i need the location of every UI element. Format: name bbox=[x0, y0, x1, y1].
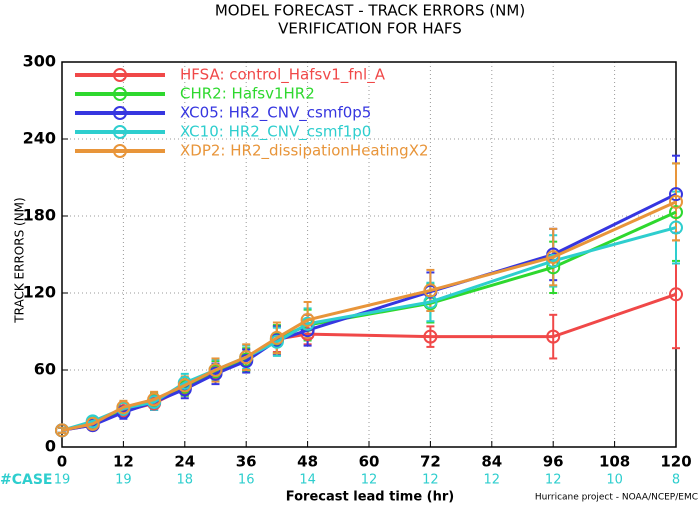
point bbox=[669, 220, 683, 235]
y-tick-label: 60 bbox=[34, 360, 56, 379]
case-count: 18 bbox=[177, 473, 194, 488]
x-tick-label: 12 bbox=[113, 453, 134, 471]
legend-marker bbox=[113, 125, 127, 139]
case-count: 12 bbox=[484, 473, 501, 488]
legend-marker bbox=[113, 87, 127, 101]
point bbox=[669, 194, 683, 209]
point bbox=[177, 378, 192, 393]
legend-label: CHR2: Hafsv1HR2 bbox=[180, 85, 315, 103]
point bbox=[300, 327, 315, 342]
x-tick-label: 48 bbox=[297, 453, 318, 471]
case-count: 12 bbox=[545, 473, 562, 488]
legend-label: XDP2: HR2_dissipationHeatingX2 bbox=[180, 142, 429, 161]
chart-title: MODEL FORECAST - TRACK ERRORS (NM) bbox=[215, 2, 525, 20]
y-axis-label: TRACK ERRORS (NM) bbox=[13, 197, 27, 323]
case-count: 12 bbox=[361, 473, 378, 488]
case-count: 19 bbox=[115, 473, 132, 488]
legend-marker bbox=[113, 106, 127, 120]
legend-label: HFSA: control_Hafsv1_fnl_A bbox=[180, 66, 386, 85]
point bbox=[300, 312, 315, 327]
y-tick-label: 240 bbox=[23, 129, 56, 148]
case-count: 8 bbox=[672, 473, 680, 488]
point bbox=[423, 329, 438, 344]
point bbox=[546, 250, 561, 265]
point bbox=[269, 330, 284, 345]
point bbox=[147, 392, 162, 407]
point bbox=[669, 205, 683, 220]
x-tick-label: 72 bbox=[420, 453, 441, 471]
x-tick-label: 120 bbox=[660, 453, 691, 471]
legend-marker bbox=[113, 68, 127, 82]
chart-subtitle: VERIFICATION FOR HAFS bbox=[278, 20, 462, 38]
legend-marker bbox=[113, 144, 127, 158]
y-tick-label: 120 bbox=[23, 283, 56, 302]
case-count: 14 bbox=[299, 473, 316, 488]
case-count: 16 bbox=[238, 473, 255, 488]
case-label: #CASE bbox=[0, 472, 53, 488]
point bbox=[669, 187, 683, 202]
point bbox=[208, 363, 223, 377]
legend-label: XC05: HR2_CNV_csmf0p5 bbox=[180, 104, 371, 123]
x-tick-label: 36 bbox=[236, 453, 257, 471]
case-count: 12 bbox=[422, 473, 439, 488]
x-tick-label: 96 bbox=[543, 453, 564, 471]
y-tick-label: 180 bbox=[23, 206, 56, 225]
point bbox=[55, 423, 69, 438]
x-tick-label: 60 bbox=[359, 453, 380, 471]
y-tick-label: 300 bbox=[23, 52, 56, 71]
x-tick-label: 84 bbox=[481, 453, 502, 471]
point bbox=[85, 416, 100, 431]
x-axis-label: Forecast lead time (hr) bbox=[286, 490, 454, 505]
point bbox=[669, 287, 683, 302]
legend-label: XC10: HR2_CNV_csmf1p0 bbox=[180, 123, 371, 142]
x-tick-label: 0 bbox=[57, 453, 67, 471]
point bbox=[239, 350, 254, 365]
x-tick-label: 108 bbox=[599, 453, 630, 471]
point bbox=[423, 283, 438, 298]
x-tick-label: 24 bbox=[174, 453, 195, 471]
point bbox=[546, 329, 561, 344]
case-count: 10 bbox=[606, 473, 623, 488]
case-count: 19 bbox=[54, 473, 71, 488]
point bbox=[546, 253, 561, 268]
credit: Hurricane project - NOAA/NCEP/EMC bbox=[535, 493, 698, 503]
point bbox=[116, 400, 131, 415]
y-tick-label: 0 bbox=[45, 437, 56, 456]
